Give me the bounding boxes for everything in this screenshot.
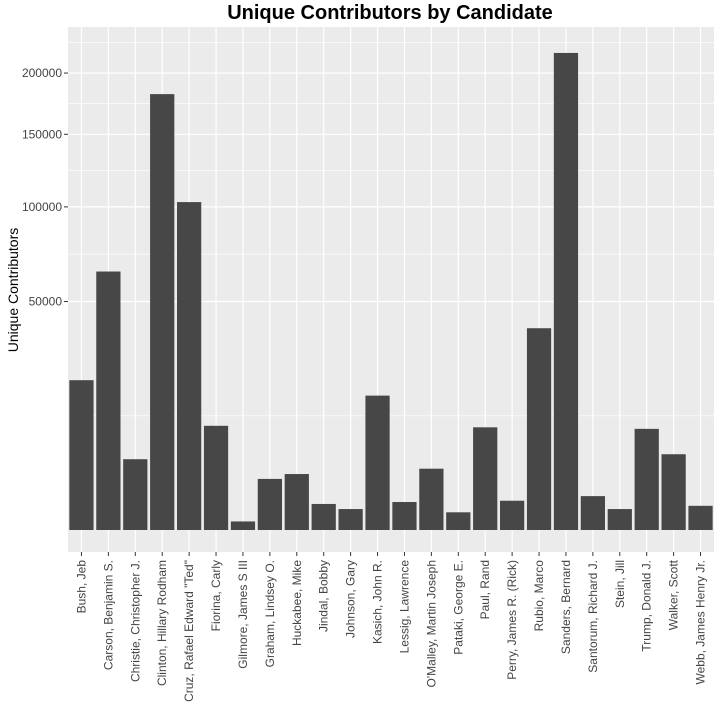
x-tick-label: Lessig, Lawrence [397, 560, 411, 654]
x-tick-label: O'Malley, Martin Joseph [424, 560, 438, 687]
x-tick-label: Cruz, Rafael Edward "Ted" [182, 560, 196, 702]
bar [473, 427, 498, 530]
x-tick-label: Santorum, Richard J. [586, 560, 600, 673]
bar [526, 328, 552, 530]
bar [123, 459, 148, 530]
x-tick-label: Perry, James R. (Rick) [505, 560, 519, 680]
x-tick-label: Rubio, Marco [532, 560, 546, 632]
x-tick-label: Walker, Scott [667, 559, 681, 630]
bar [96, 271, 121, 530]
bar [580, 496, 605, 530]
y-axis-label: Unique Contributors [5, 228, 21, 353]
x-tick-label: Stein, Jill [613, 560, 627, 608]
bar [446, 512, 471, 530]
x-tick-label: Bush, Jeb [74, 560, 88, 614]
y-tick-label: 50000 [29, 295, 63, 309]
x-tick-label: Johnson, Gary [344, 560, 358, 638]
bar [607, 509, 632, 530]
x-axis: Bush, Jeb Carson, Benjamin S. Christie, Ch… [74, 552, 708, 702]
x-tick-label: Paul, Rand [478, 560, 492, 619]
x-tick-label: Christie, Christopher J. [128, 560, 142, 682]
y-tick-label: 100000 [22, 200, 62, 214]
x-tick-label: Trump, Donald J. [640, 560, 654, 652]
x-tick-label: Fiorina, Carly [209, 560, 223, 631]
x-tick-label: Kasich, John R. [371, 560, 385, 644]
bar [69, 380, 94, 530]
bar [365, 395, 390, 530]
x-tick-label: Graham, Lindsey O. [263, 560, 277, 667]
bar [553, 52, 579, 531]
bar [419, 468, 444, 530]
bar [230, 521, 256, 530]
bar [661, 454, 686, 530]
bar [203, 425, 229, 530]
bar [257, 478, 282, 530]
bar [311, 503, 336, 530]
x-tick-label: Pataki, George E. [451, 560, 465, 655]
x-tick-label: Huckabee, Mike [290, 560, 304, 646]
bar [284, 474, 309, 530]
x-tick-label: Webb, James Henry Jr. [694, 560, 708, 685]
bar [634, 428, 659, 530]
bar [392, 502, 417, 530]
bar [500, 500, 525, 530]
x-tick-label: Carson, Benjamin S. [101, 560, 115, 670]
x-tick-label: Sanders, Bernard [559, 560, 573, 654]
x-tick-label: Gilmore, James S III [236, 560, 250, 669]
x-tick-label: Jindal, Bobby [317, 560, 331, 632]
y-tick-label: 150000 [22, 127, 62, 141]
plot-panel [68, 27, 714, 552]
bar [688, 505, 713, 530]
bar [338, 509, 363, 530]
bar [177, 202, 202, 530]
bar [150, 94, 175, 530]
y-tick-label: 200000 [22, 66, 62, 80]
x-tick-label: Clinton, Hillary Rodham [155, 560, 169, 686]
y-axis: 50000 100000 150000 200000 [22, 66, 68, 309]
chart-title: Unique Contributors by Candidate [227, 2, 553, 24]
bars [69, 52, 713, 531]
